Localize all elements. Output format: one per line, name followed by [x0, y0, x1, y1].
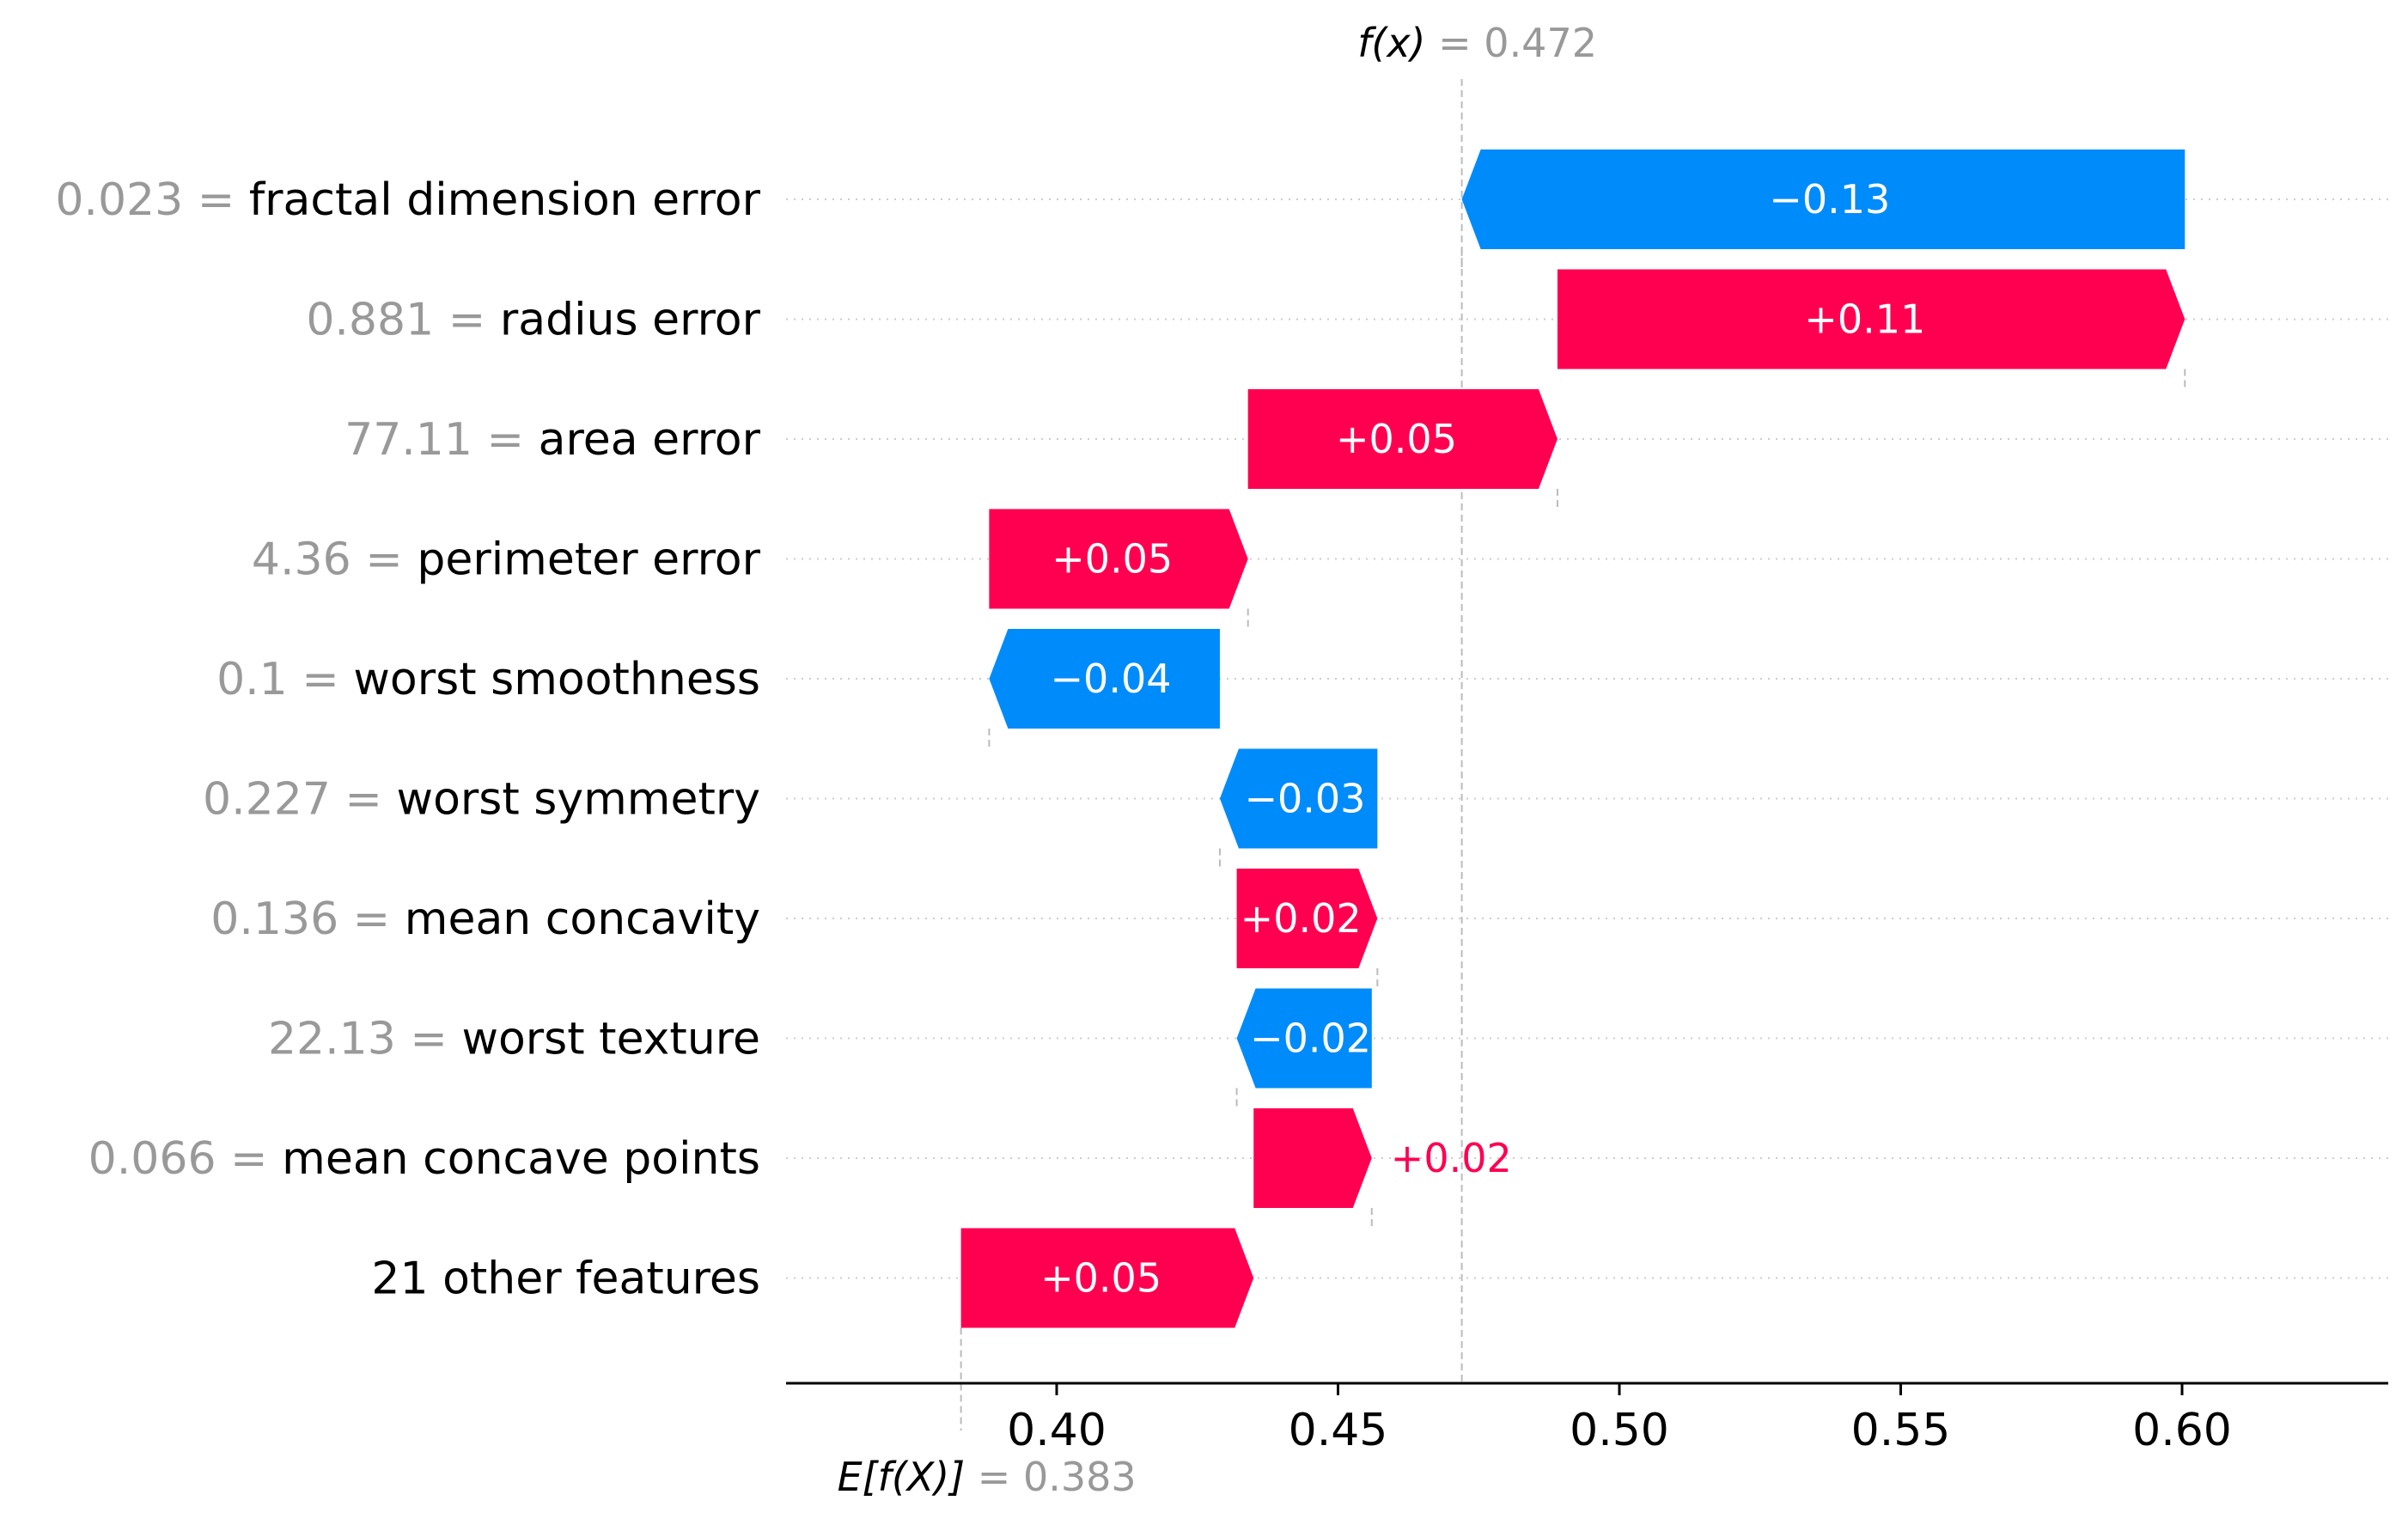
bar-value-label: −0.04: [1051, 656, 1172, 702]
feature-equals: =: [434, 295, 500, 346]
x-tick-label: 0.50: [1570, 1405, 1669, 1456]
feature-label: 77.11 = area error: [344, 414, 761, 466]
bar-value-label: +0.05: [1052, 536, 1173, 583]
x-tick-label: 0.55: [1851, 1405, 1951, 1456]
feature-value: 0.227: [203, 774, 331, 826]
feature-label: 0.227 = worst symmetry: [203, 774, 760, 826]
fx-equals: =: [1426, 20, 1484, 66]
feature-equals: =: [351, 534, 418, 586]
feature-name: worst symmetry: [397, 774, 760, 826]
bar-value-label: −0.02: [1250, 1016, 1371, 1062]
feature-name: fractal dimension error: [249, 174, 761, 226]
bar: [1219, 748, 1378, 849]
feature-name: perimeter error: [417, 534, 760, 586]
bar-value-label: +0.02: [1391, 1135, 1512, 1181]
efx-equals: =: [965, 1454, 1023, 1500]
fx-prefix: f(x): [1357, 20, 1425, 66]
feature-name: 21 other features: [371, 1254, 760, 1305]
feature-equals: =: [183, 174, 249, 226]
efx-annotation: E[f(X)] = 0.383: [838, 1454, 1137, 1500]
feature-label: 0.136 = mean concavity: [210, 894, 760, 945]
feature-label: 0.066 = mean concave points: [88, 1133, 760, 1185]
bar-value-label: −0.03: [1244, 776, 1365, 822]
bar-value-label: +0.02: [1241, 895, 1362, 942]
feature-label: 0.1 = worst smoothness: [216, 654, 760, 705]
feature-equals: =: [288, 654, 354, 705]
feature-equals: =: [216, 1133, 283, 1185]
x-tick-label: 0.60: [2132, 1405, 2232, 1456]
bar: [989, 629, 1220, 729]
x-tick-label: 0.45: [1289, 1405, 1388, 1456]
bar: [989, 509, 1248, 609]
feature-name: radius error: [500, 295, 761, 346]
feature-labels: 0.023 = fractal dimension error 0.881 = r…: [55, 174, 760, 1305]
feature-value: 4.36: [252, 534, 351, 586]
bar: [1253, 1108, 1372, 1208]
bar: [1247, 389, 1558, 489]
fx-annotation: f(x) = 0.472: [1357, 20, 1597, 66]
efx-value: 0.383: [1023, 1454, 1137, 1500]
x-axis: 0.40 0.45 0.50 0.55 0.60: [786, 1382, 2388, 1456]
feature-equals: =: [331, 774, 397, 826]
bar: [960, 1228, 1254, 1328]
feature-name: area error: [539, 414, 761, 466]
feature-value: 0.136: [210, 894, 338, 945]
bar: [1461, 149, 2185, 249]
feature-value: 0.881: [306, 295, 434, 346]
annotations: f(x) = 0.472 E[f(X)] = 0.383: [838, 20, 1597, 1500]
bar-value-label: +0.05: [1336, 416, 1457, 462]
feature-label: 22.13 = worst texture: [268, 1014, 760, 1065]
x-tick-label: 0.40: [1007, 1405, 1106, 1456]
feature-label: 4.36 = perimeter error: [252, 534, 761, 586]
feature-name: mean concavity: [405, 894, 760, 945]
bar-value-label: −0.13: [1769, 176, 1890, 223]
feature-value: 0.023: [55, 174, 183, 226]
bar: [1557, 269, 2185, 369]
feature-name: worst texture: [461, 1014, 760, 1065]
bar-value-label: +0.11: [1804, 296, 1925, 343]
feature-value: 0.066: [88, 1133, 216, 1185]
bar-value-label: +0.05: [1040, 1255, 1161, 1302]
feature-equals: =: [338, 894, 405, 945]
feature-label: 0.881 = radius error: [306, 295, 760, 346]
feature-value: 0.1: [216, 654, 288, 705]
bar-labels: −0.13 +0.11 +0.05 +0.05 −0.04 −0.03 +0.02 −0.02…: [1040, 176, 1925, 1302]
connector-guides: [960, 79, 2186, 1430]
feature-equals: =: [472, 414, 539, 466]
fx-value: 0.472: [1484, 20, 1597, 66]
feature-label: 0.023 = fractal dimension error: [55, 174, 760, 226]
feature-equals: =: [396, 1014, 462, 1065]
bar: [1236, 869, 1378, 968]
feature-value: 22.13: [268, 1014, 396, 1065]
feature-label: 21 other features: [371, 1254, 760, 1305]
efx-prefix: E[f(X)]: [838, 1454, 966, 1500]
feature-value: 77.11: [344, 414, 472, 466]
feature-name: worst smoothness: [353, 654, 760, 705]
bar: [1236, 988, 1372, 1089]
bars: [960, 149, 2185, 1328]
feature-name: mean concave points: [282, 1133, 760, 1185]
